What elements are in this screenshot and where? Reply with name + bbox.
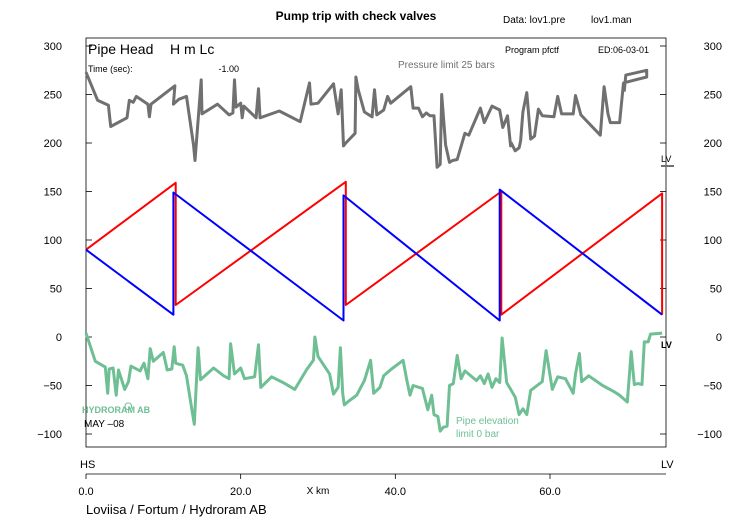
data-file-label: Data: lov1.pre (503, 15, 566, 26)
y-tick-label-right: 300 (704, 41, 722, 53)
time-label: Time (sec): (88, 64, 133, 74)
y-tick-label-right: 200 (704, 138, 722, 150)
pressure-limit-line (84, 68, 649, 169)
x-end-label: LV (661, 459, 674, 471)
y-tick-label-left: 250 (44, 90, 62, 102)
y-tick-labels-left: 300 250 200 150 100 50 0 −50 −100 (37, 41, 62, 441)
time-value: -1.00 (218, 64, 239, 74)
date-label: MAY –08 (84, 419, 125, 430)
program-label: Program pfctf (505, 45, 560, 55)
y-tick-label-right: 50 (710, 284, 722, 296)
x-tick-label: 40.0 (385, 486, 406, 498)
y-tick-label-right: 0 (716, 332, 722, 344)
y-tick-labels-right: 300 250 200 150 100 50 0 −50 −100 (697, 41, 722, 441)
x-axis-title: X km (307, 486, 330, 497)
y-tick-label-left: −50 (43, 381, 62, 393)
pipe-elevation-line (84, 331, 663, 433)
man-file-label: lov1.man (591, 15, 632, 26)
y-tick-label-right: −100 (697, 429, 722, 441)
lv-top-label: LV (661, 154, 671, 164)
pipe-elevation-limit-label: limit 0 bar (456, 429, 500, 440)
y-tick-label-left: 300 (44, 41, 62, 53)
edition-label: ED:06-03-01 (598, 45, 649, 55)
x-tick-label: 60.0 (539, 486, 560, 498)
y-tick-label-left: 100 (44, 235, 62, 247)
red-head-line (85, 180, 664, 316)
y-tick-label-left: 0 (56, 332, 62, 344)
y-tick-label-left: 50 (50, 284, 62, 296)
lv-mid-label: LV (661, 340, 672, 350)
y-tick-label-left: −100 (37, 429, 62, 441)
x-start-label: HS (80, 459, 95, 471)
pipe-elevation-label: Pipe elevation (456, 416, 519, 427)
plot-frame (85, 37, 667, 448)
series-lines (84, 68, 664, 433)
x-tick-label: 0.0 (78, 486, 93, 498)
y-tick-label-right: 250 (704, 90, 722, 102)
x-tick-labels: 0.0 20.0 40.0 60.0 (78, 474, 561, 498)
hydroram-o: O (124, 401, 133, 413)
blue-head-line (85, 188, 663, 322)
pipe-head-label: Pipe Head (88, 41, 153, 57)
chart-title: Pump trip with check valves (276, 9, 437, 23)
footer-label: Loviisa / Fortum / Hydroram AB (86, 502, 267, 517)
y-tick-label-right: 100 (704, 235, 722, 247)
pressure-limit-label: Pressure limit 25 bars (398, 60, 495, 71)
hydroram-logo: HYDRORAM AB (82, 405, 151, 415)
y-tick-label-left: 150 (44, 187, 62, 199)
symbols-label: H m Lc (170, 41, 214, 57)
x-tick-label: 20.0 (230, 486, 251, 498)
y-tick-label-left: 200 (44, 138, 62, 150)
y-tick-label-right: 150 (704, 187, 722, 199)
y-tick-label-right: −50 (703, 381, 722, 393)
